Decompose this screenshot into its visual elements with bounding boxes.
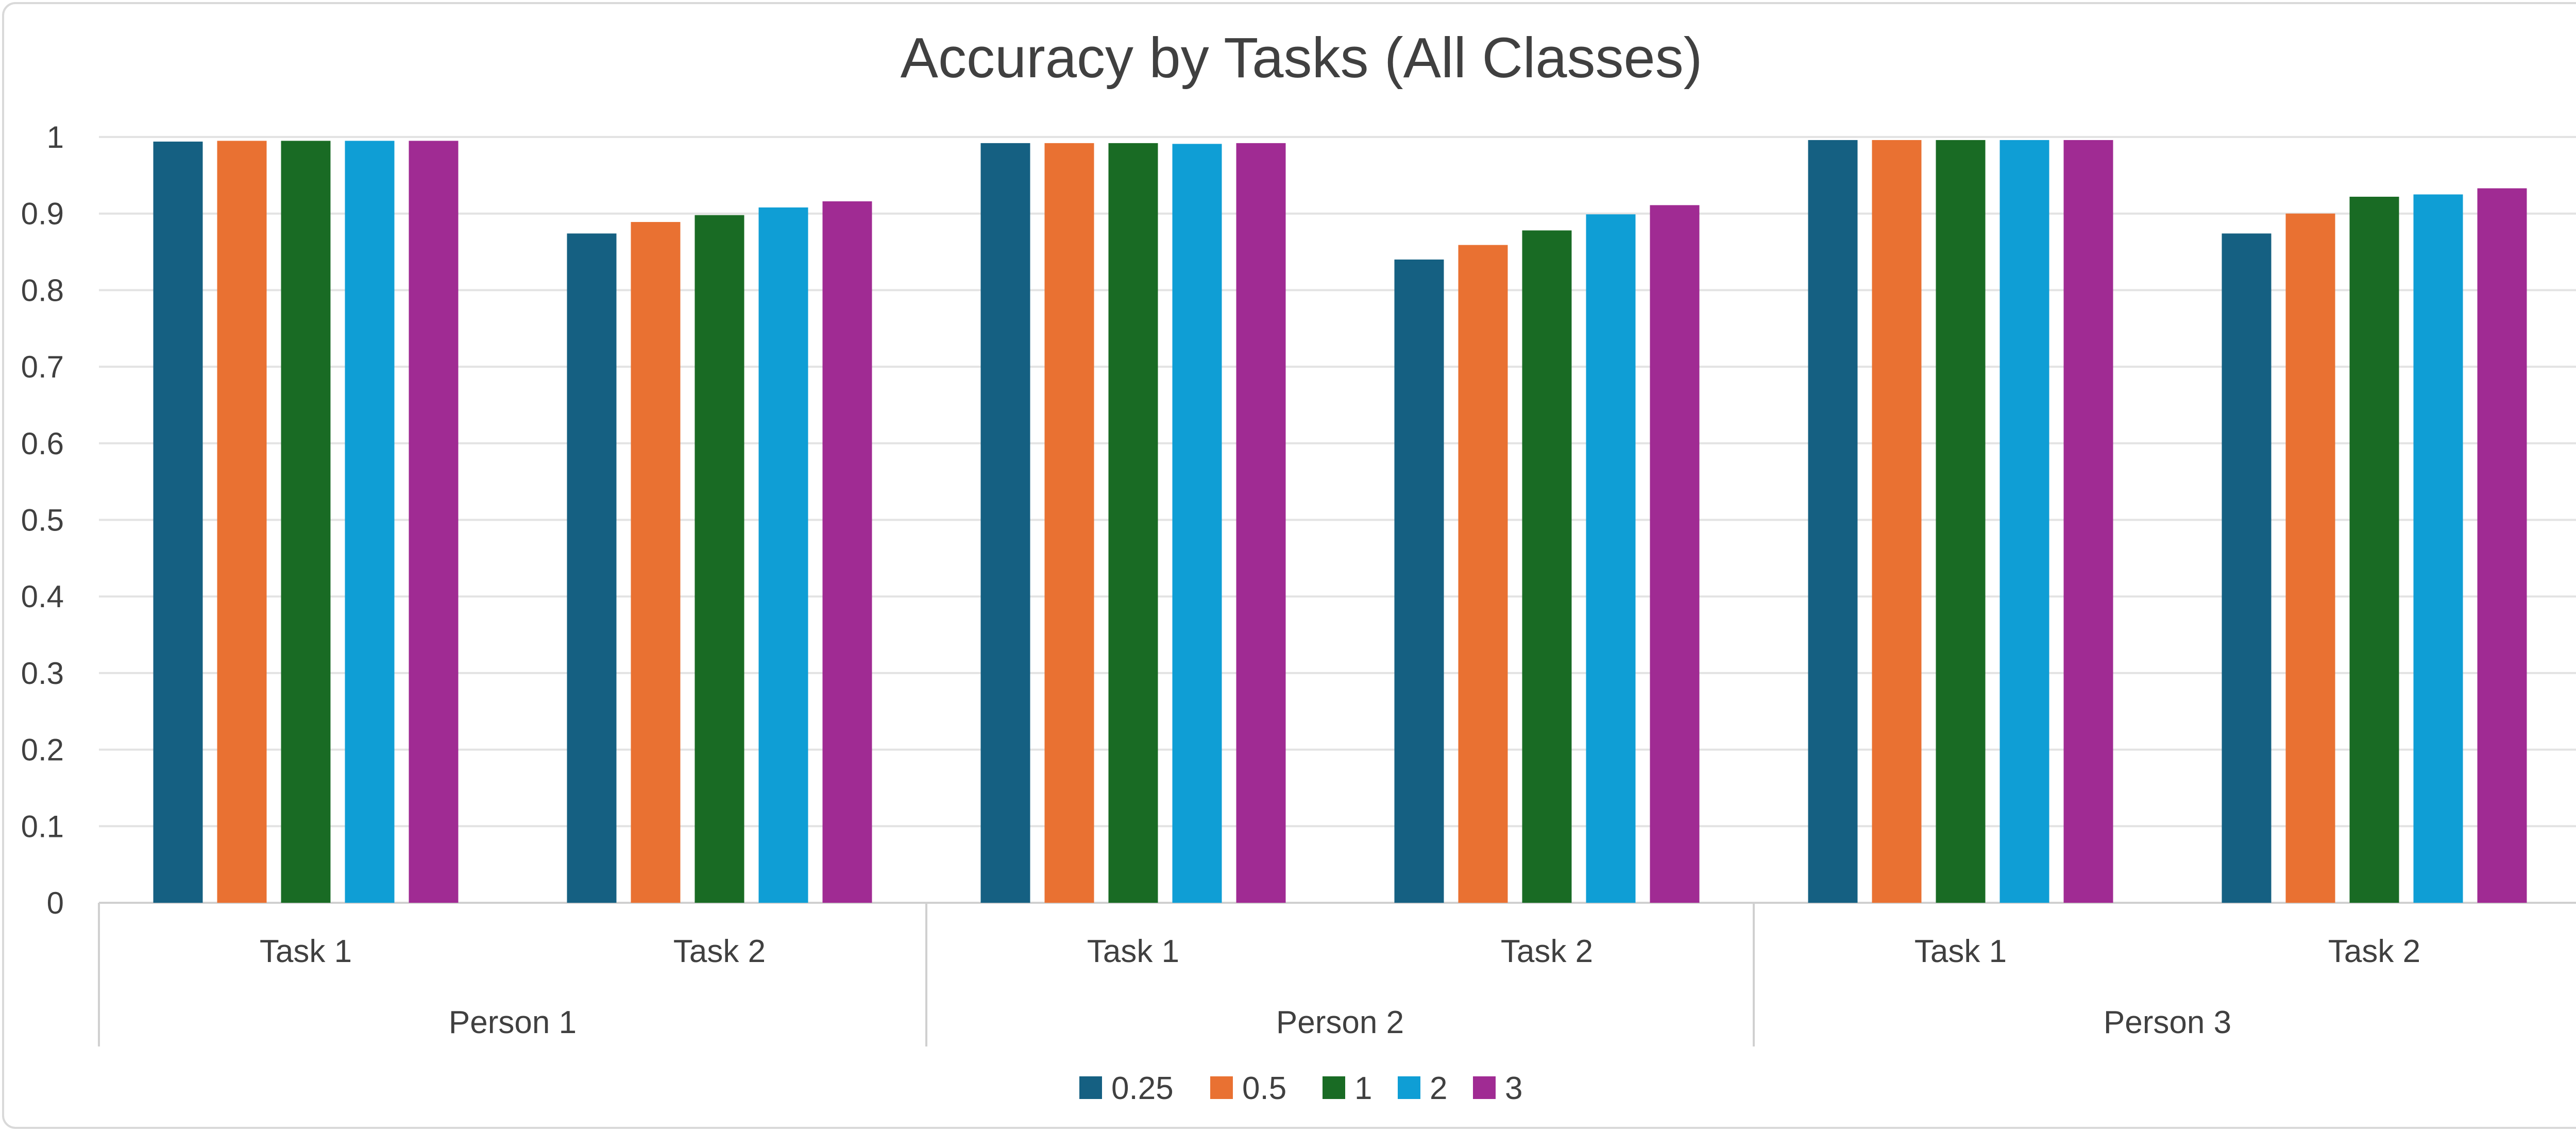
bars: [153, 140, 2527, 903]
bar: [281, 141, 331, 903]
x-group-label: Person 3: [2104, 1005, 2231, 1040]
bar: [153, 141, 203, 903]
bar: [567, 233, 617, 903]
bar: [1808, 140, 1858, 903]
legend-label: 2: [1430, 1071, 1447, 1106]
bar: [694, 215, 744, 903]
legend-swatch: [1473, 1076, 1496, 1099]
x-category-label: Task 1: [260, 934, 352, 969]
y-tick-label: 0.5: [21, 503, 64, 538]
y-tick-label: 0.3: [21, 656, 64, 691]
bar: [1650, 205, 1700, 903]
x-category-label: Task 1: [1087, 934, 1179, 969]
y-tick-label: 0: [47, 886, 64, 920]
chart-title: Accuracy by Tasks (All Classes): [901, 26, 1703, 90]
bar: [1872, 140, 1922, 903]
legend-swatch: [1323, 1076, 1345, 1099]
bar: [409, 141, 459, 903]
y-tick-label: 0.9: [21, 197, 64, 231]
legend-label: 1: [1354, 1071, 1372, 1106]
legend-label: 0.5: [1242, 1071, 1286, 1106]
x-category-label: Task 1: [1914, 934, 2007, 969]
bar: [2063, 140, 2113, 903]
bar: [822, 201, 872, 903]
y-tick-label: 0.8: [21, 273, 64, 307]
x-category-label: Task 2: [2328, 934, 2420, 969]
legend-swatch: [1210, 1076, 1233, 1099]
x-axis: Task 1 Task 2 Task 1 Task 2 Task 1 Task 2 Pers…: [98, 903, 2420, 1046]
bar: [980, 143, 1030, 903]
bar: [1522, 230, 1572, 903]
bar: [1936, 140, 1986, 903]
y-tick-label: 0.1: [21, 809, 64, 844]
bar: [631, 222, 681, 903]
y-tick-label: 0.7: [21, 350, 64, 384]
bar: [2222, 233, 2272, 903]
bar: [1458, 245, 1508, 903]
bar: [1108, 143, 1158, 903]
bar: [1172, 144, 1222, 903]
legend-label: 3: [1505, 1071, 1522, 1106]
bar: [2413, 194, 2463, 903]
y-tick-label: 1: [47, 120, 64, 154]
bar: [345, 141, 395, 903]
bar: [2477, 188, 2527, 903]
legend: 0.25 0.5 1 2 3: [1079, 1071, 1522, 1106]
y-tick-label: 0.2: [21, 733, 64, 767]
bar: [1394, 259, 1444, 903]
bar: [1044, 143, 1094, 903]
x-category-label: Task 2: [673, 934, 766, 969]
gridlines: [99, 136, 2576, 904]
legend-swatch: [1398, 1076, 1420, 1099]
bar: [758, 207, 808, 903]
legend-label: 0.25: [1111, 1071, 1174, 1106]
bar: [1236, 143, 1286, 903]
x-group-label: Person 2: [1276, 1005, 1404, 1040]
bar: [1586, 214, 1636, 903]
bar: [1999, 140, 2049, 903]
y-axis-ticks: 0 0.1 0.2 0.3 0.4 0.5 0.6 0.7 0.8 0.9 1: [21, 120, 64, 920]
legend-swatch: [1079, 1076, 1102, 1099]
bar: [217, 141, 267, 903]
x-group-label: Person 1: [449, 1005, 577, 1040]
bar: [2349, 196, 2399, 903]
y-tick-label: 0.6: [21, 426, 64, 461]
y-tick-label: 0.4: [21, 579, 64, 614]
bar: [2285, 213, 2335, 903]
x-category-label: Task 2: [1501, 934, 1593, 969]
